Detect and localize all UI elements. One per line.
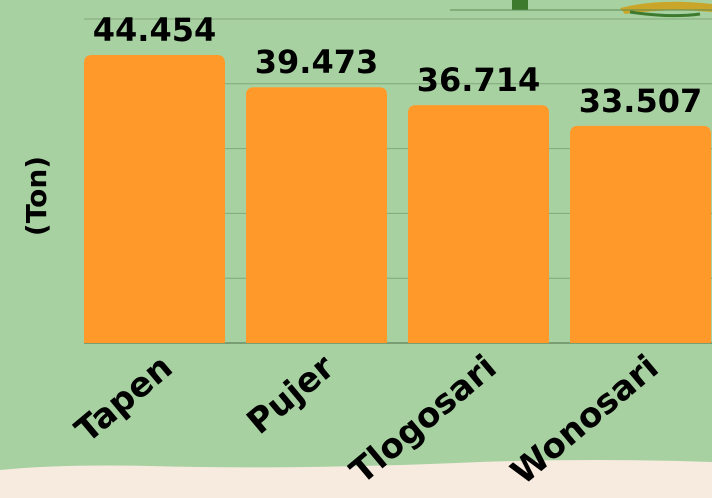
bar bbox=[246, 87, 387, 343]
data-label: 33.507 bbox=[579, 82, 702, 120]
data-label: 39.473 bbox=[255, 43, 378, 81]
data-label: 44.454 bbox=[93, 11, 216, 49]
bar bbox=[84, 54, 225, 343]
bar bbox=[570, 125, 711, 344]
bar bbox=[408, 105, 549, 343]
plant-decoration bbox=[450, 0, 712, 18]
data-label: 36.714 bbox=[417, 61, 540, 99]
y-axis-label: (Ton) bbox=[20, 156, 53, 236]
